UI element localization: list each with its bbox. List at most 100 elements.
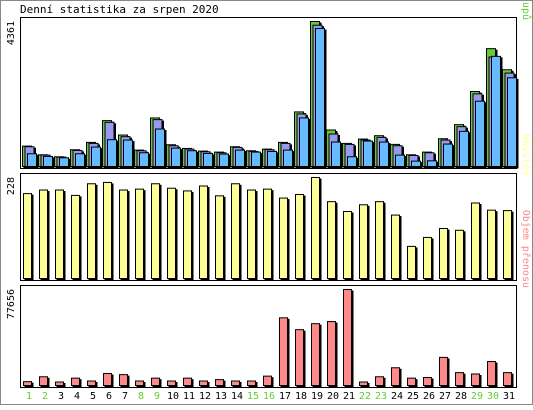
bar-kbytes-day-6 [103, 373, 112, 386]
bar-visits-day-10 [167, 187, 176, 280]
bar-visits-day-3 [55, 189, 64, 280]
bar-kbytes-day-28 [455, 372, 464, 387]
bar-pages-day-7 [123, 139, 133, 167]
bar-pages-day-9 [155, 128, 165, 167]
bar-visits-day-22 [359, 204, 368, 279]
bar-visits-day-29 [471, 202, 480, 279]
bar-pages-day-10 [171, 147, 181, 167]
bar-kbytes-day-10 [167, 380, 176, 387]
kbytes-panel: 77656 Objem přenosu [6, 210, 532, 388]
bar-kbytes-day-19 [311, 323, 320, 387]
day-label-30: 30 [487, 391, 499, 402]
bar-pages-day-22 [363, 140, 373, 168]
day-label-5: 5 [90, 391, 96, 402]
bar-visits-day-14 [231, 183, 240, 279]
day-label-17: 17 [279, 391, 291, 402]
bar-visits-day-12 [199, 185, 208, 279]
bar-kbytes-day-15 [247, 380, 256, 387]
bar-visits-day-23 [375, 201, 384, 279]
y-max-label: 77656 [6, 289, 17, 319]
bar-kbytes-day-30 [487, 361, 496, 387]
day-label-28: 28 [455, 391, 467, 402]
bar-pages-day-21 [347, 156, 357, 168]
bar-kbytes-day-7 [119, 374, 128, 387]
bar-pages-day-20 [331, 141, 341, 167]
bar-visits-day-8 [135, 188, 144, 279]
day-label-10: 10 [167, 391, 179, 402]
bar-pages-day-26 [427, 160, 437, 168]
bar-kbytes-day-16 [263, 375, 272, 386]
chart-title: Denní statistika za srpen 2020 [20, 3, 219, 16]
bar-pages-day-23 [379, 141, 389, 167]
bar-pages-day-16 [267, 150, 277, 168]
bar-pages-day-24 [395, 154, 405, 167]
bar-pages-day-31 [507, 77, 517, 167]
day-label-16: 16 [263, 391, 275, 402]
bar-pages-day-25 [411, 160, 421, 167]
day-label-9: 9 [154, 391, 160, 402]
bar-pages-day-6 [107, 139, 117, 168]
bar-pages-day-1 [27, 153, 37, 167]
day-label-26: 26 [423, 391, 435, 402]
bar-pages-day-15 [251, 151, 261, 168]
bar-pages-day-19 [315, 28, 325, 167]
day-label-27: 27 [439, 391, 451, 402]
bar-kbytes-day-29 [471, 373, 480, 386]
bar-pages-day-11 [187, 150, 197, 168]
bar-visits-day-1 [23, 193, 32, 280]
bar-pages-day-13 [219, 153, 229, 168]
panel-frame [20, 285, 517, 388]
bar-visits-day-21 [343, 211, 352, 279]
day-label-6: 6 [106, 391, 112, 402]
panel-legend: Stránek/Souborů/Přístupů [520, 0, 532, 20]
bar-kbytes-day-14 [231, 380, 240, 387]
bar-kbytes-day-3 [55, 381, 64, 386]
bar-visits-day-25 [407, 245, 416, 279]
visits-panel: 228 Návštěv [6, 134, 532, 281]
day-label-20: 20 [327, 391, 339, 402]
day-label-19: 19 [311, 391, 323, 402]
bar-pages-day-12 [203, 152, 213, 168]
bar-kbytes-day-18 [295, 329, 304, 386]
bar-kbytes-day-27 [439, 356, 448, 386]
day-label-3: 3 [58, 391, 64, 402]
bar-kbytes-day-21 [343, 289, 352, 386]
bar-pages-day-27 [443, 143, 453, 167]
pages-files-hits-panel: 4361 Stránek/Souborů/Přístupů [6, 0, 532, 169]
bar-kbytes-day-12 [199, 380, 208, 387]
bar-pages-day-8 [139, 152, 149, 168]
day-label-8: 8 [138, 391, 144, 402]
bar-kbytes-day-1 [23, 381, 32, 386]
bar-kbytes-day-26 [423, 377, 432, 387]
bar-visits-day-15 [247, 189, 256, 280]
bar-kbytes-day-8 [135, 380, 144, 387]
bar-visits-day-4 [71, 194, 80, 279]
bar-visits-day-6 [103, 181, 112, 279]
day-label-2: 2 [42, 391, 48, 402]
bar-visits-day-13 [215, 195, 224, 279]
bar-visits-day-2 [39, 189, 48, 280]
day-label-29: 29 [471, 391, 483, 402]
day-label-25: 25 [407, 391, 419, 402]
bar-kbytes-day-11 [183, 377, 192, 387]
legend-entry: Návštěv [520, 134, 532, 176]
bar-visits-day-24 [391, 214, 400, 279]
bar-kbytes-day-23 [375, 376, 384, 386]
day-label-4: 4 [74, 391, 80, 402]
bar-kbytes-day-25 [407, 377, 416, 387]
day-label-13: 13 [215, 391, 227, 402]
bar-visits-day-27 [439, 228, 448, 279]
bar-kbytes-day-22 [359, 381, 368, 386]
bar-kbytes-day-9 [151, 377, 160, 387]
bar-visits-day-26 [423, 236, 432, 280]
day-label-11: 11 [183, 391, 195, 402]
bar-kbytes-day-31 [503, 372, 512, 387]
bar-visits-day-19 [311, 177, 320, 279]
bar-kbytes-day-24 [391, 367, 400, 386]
day-label-12: 12 [199, 391, 211, 402]
bar-pages-day-2 [43, 155, 53, 167]
day-label-14: 14 [231, 391, 243, 402]
day-label-23: 23 [375, 391, 387, 402]
bar-pages-day-14 [235, 149, 245, 168]
